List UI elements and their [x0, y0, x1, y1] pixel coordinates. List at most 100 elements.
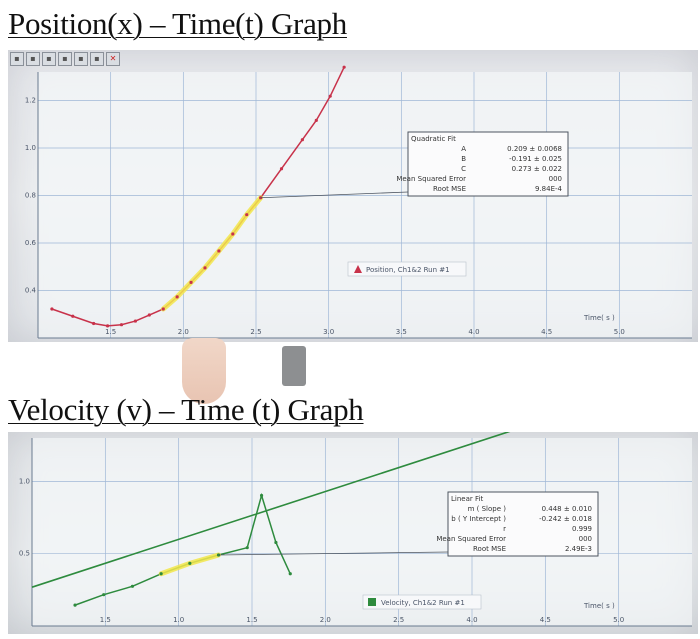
data-point [161, 307, 165, 311]
fit-icon[interactable]: ▪ [42, 52, 56, 66]
fit-row-value: -0.242 ± 0.018 [539, 515, 592, 523]
fit-row-value: 0.273 ± 0.022 [512, 165, 562, 173]
data-point [245, 213, 249, 217]
fit-box-title: Quadratic Fit [411, 135, 456, 143]
curve-icon[interactable]: ▪ [58, 52, 72, 66]
fit-row-value: 9.84E-4 [535, 185, 563, 193]
x-tick-label: 3.0 [323, 328, 334, 336]
data-point [259, 493, 264, 498]
fit-box-title: Linear Fit [451, 495, 483, 503]
data-point [288, 572, 292, 576]
y-tick-label: 0.6 [25, 239, 37, 247]
data-point [159, 572, 163, 576]
x-tick-label: 5.0 [613, 616, 624, 624]
legend-marker [368, 598, 376, 606]
fit-box-frame [407, 131, 569, 197]
fit-row-value: 0.448 ± 0.010 [542, 505, 592, 513]
data-point [342, 65, 346, 69]
x-axis-label: Time( s ) [583, 314, 615, 322]
stats-icon[interactable]: ▪ [90, 52, 104, 66]
x-tick-label: 1.5 [105, 328, 116, 336]
zoom-icon[interactable]: ▪ [10, 52, 24, 66]
fit-box-frame [447, 491, 599, 557]
data-point [119, 323, 124, 327]
x-tick-label: 2.5 [393, 616, 404, 624]
data-point [147, 313, 151, 317]
graph-toolbar: ▪ ▪ ▪ ▪ ▪ ▪ ✕ [10, 52, 120, 68]
x-tick-label: 2.0 [320, 616, 331, 624]
legend-label: Velocity, Ch1&2 Run #1 [381, 599, 465, 607]
fit-row-value: 0.999 [572, 525, 592, 533]
data-point [216, 553, 221, 557]
data-point [189, 280, 193, 284]
x-tick-label: 4.5 [541, 328, 552, 336]
fit-row-label: A [461, 145, 466, 153]
fit-row-label: Mean Squared Error [396, 175, 466, 183]
data-point [102, 593, 106, 597]
x-axis-label: Time( s ) [583, 602, 615, 610]
fit-leader-line [218, 551, 449, 556]
data-point [279, 167, 284, 171]
fit-row-label: B [461, 155, 466, 163]
fit-region-highlight [160, 195, 264, 312]
velocity-graph-photo: 1.5 1.0 1.5 2.0 2.5 4.0 4.5 5.0 1.0 0.5 Time( s ) L… [8, 432, 698, 634]
y-tick-label: 0.5 [19, 550, 30, 558]
velocity-graph-heading: Velocity (v) – Time (t) Graph [8, 392, 364, 427]
x-tick-label: 4.5 [540, 616, 551, 624]
legend-marker [354, 265, 362, 273]
select-icon[interactable]: ▪ [26, 52, 40, 66]
data-point [203, 266, 207, 270]
legend-label: Position, Ch1&2 Run #1 [366, 266, 450, 274]
fit-row-value: -0.191 ± 0.025 [509, 155, 562, 163]
data-point [73, 603, 77, 607]
fit-row-label: b ( Y Intercept ) [451, 515, 506, 523]
data-point [175, 295, 179, 299]
fit-row-value: 000 [549, 175, 562, 183]
y-tick-label: 1.2 [25, 97, 36, 105]
series-legend: Velocity, Ch1&2 Run #1 [362, 594, 482, 610]
fit-statistics-box: Linear Fit m ( Slope ) 0.448 ± 0.010 b ( Y … [436, 491, 599, 557]
close-icon[interactable]: ✕ [106, 52, 120, 66]
fit-row-label: Root MSE [473, 545, 506, 553]
x-tick-label: 1.0 [173, 616, 184, 624]
data-point [231, 232, 235, 236]
fit-row-value: 0.209 ± 0.0068 [507, 145, 562, 153]
clip-photo [282, 346, 306, 386]
x-tick-label: 2.0 [178, 328, 189, 336]
data-point [133, 319, 138, 323]
fit-row-label: m ( Slope ) [468, 505, 507, 513]
x-tick-label: 2.5 [250, 328, 261, 336]
x-tick-label: 5.0 [614, 328, 625, 336]
fit-row-label: Root MSE [433, 185, 466, 193]
plot-area [38, 72, 692, 338]
hand-photo [182, 338, 226, 404]
position-graph-heading: Position(x) – Time(t) Graph [8, 6, 347, 41]
y-tick-label: 0.4 [25, 287, 37, 295]
x-tick-label: 4.0 [466, 616, 477, 624]
y-tick-label: 1.0 [25, 144, 36, 152]
fit-row-label: r [503, 525, 506, 533]
y-tick-label: 1.0 [19, 477, 30, 485]
legend-frame [362, 594, 482, 610]
data-point [71, 314, 75, 318]
position-chart: 1.5 2.0 2.5 3.0 3.5 4.0 4.5 5.0 1.2 1.0 0.8 0.6 0.4 T… [25, 65, 692, 339]
data-point [328, 94, 332, 98]
data-point [105, 324, 110, 328]
x-tick-label: 1.5 [100, 616, 111, 624]
annotate-icon[interactable]: ▪ [74, 52, 88, 66]
data-point [300, 138, 304, 142]
series-legend: Position, Ch1&2 Run #1 [347, 261, 467, 277]
fit-statistics-box: Quadratic Fit A 0.209 ± 0.0068 B -0.191 ± 0.… [396, 131, 569, 197]
data-point [314, 118, 318, 122]
data-point [245, 546, 249, 550]
fit-row-value: 2.49E-3 [565, 545, 592, 553]
legend-frame [347, 261, 467, 277]
data-point [92, 321, 96, 326]
linear-fit-line [31, 432, 511, 588]
data-point [274, 540, 278, 545]
y-tick-label: 0.8 [25, 192, 36, 200]
fit-row-label: Mean Squared Error [436, 535, 506, 543]
fit-row-value: 000 [579, 535, 592, 543]
data-point [259, 196, 263, 200]
fit-leader-line [260, 191, 409, 199]
